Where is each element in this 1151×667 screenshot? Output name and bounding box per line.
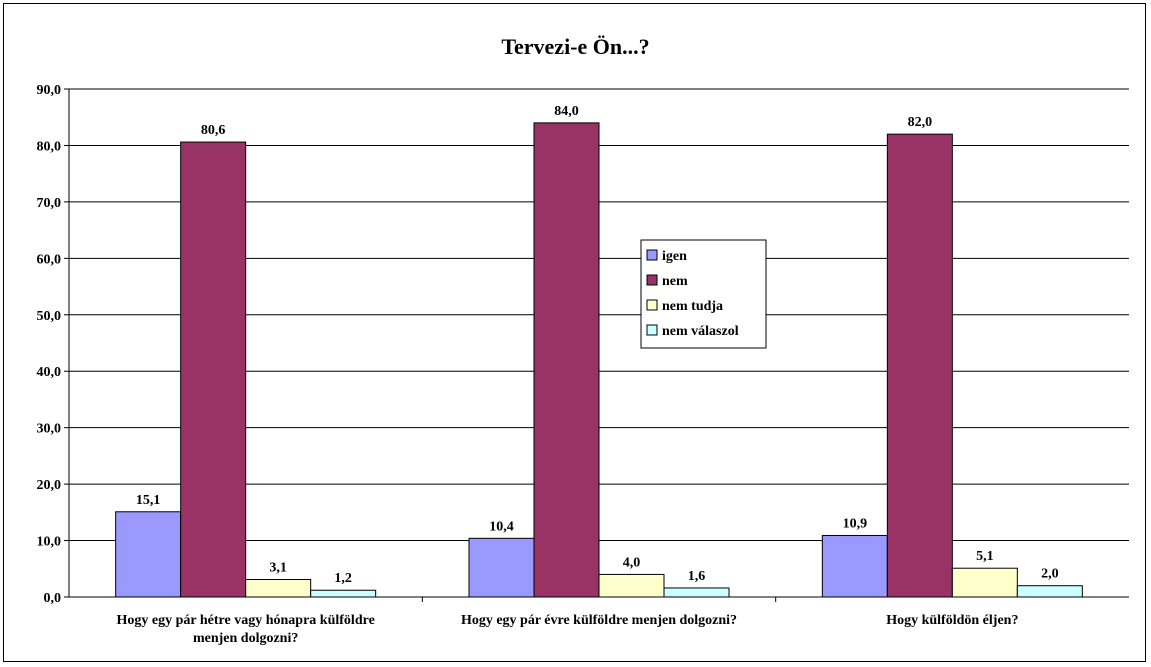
- legend-swatch: [646, 299, 658, 311]
- data-label: 4,0: [623, 555, 641, 570]
- legend-swatch: [646, 249, 658, 261]
- data-label: 84,0: [554, 104, 579, 119]
- data-label: 10,4: [489, 519, 514, 534]
- legend-swatch: [646, 274, 658, 286]
- bar: [180, 141, 247, 598]
- legend-label: nem válaszol: [662, 324, 739, 339]
- bar: [598, 573, 665, 598]
- legend-label: nem: [662, 274, 688, 289]
- data-label: 80,6: [201, 123, 226, 138]
- bar: [245, 579, 312, 598]
- bar: [951, 567, 1018, 598]
- data-label: 1,2: [334, 571, 352, 586]
- category-label: Hogy egy pár évre külföldre menjen dolgo…: [461, 613, 737, 628]
- legend-swatch: [646, 324, 658, 336]
- data-label: 2,0: [1041, 567, 1059, 582]
- data-label: 10,9: [843, 516, 868, 531]
- bar: [886, 133, 953, 598]
- y-tick-label: 0,0: [44, 591, 62, 606]
- y-tick-label: 60,0: [37, 252, 62, 267]
- y-tick-label: 40,0: [37, 365, 62, 380]
- legend-label: nem tudja: [662, 299, 723, 314]
- bar: [821, 534, 888, 598]
- category-label: Hogy külföldön éljen?: [886, 613, 1018, 628]
- bar: [310, 589, 377, 598]
- y-tick-label: 10,0: [37, 535, 62, 550]
- y-tick-label: 50,0: [37, 309, 62, 324]
- bar: [115, 511, 182, 598]
- data-label: 15,1: [136, 493, 161, 508]
- chart-title: Tervezi-e Ön...?: [501, 34, 650, 59]
- category-label: menjen dolgozni?: [193, 631, 298, 646]
- bar: [533, 122, 600, 598]
- bar: [1016, 585, 1083, 598]
- y-tick-label: 20,0: [37, 478, 62, 493]
- data-label: 5,1: [976, 549, 994, 564]
- legend-label: igen: [662, 249, 687, 264]
- data-label: 3,1: [269, 561, 287, 576]
- category-label: Hogy egy pár hétre vagy hónapra külföldr…: [117, 613, 375, 628]
- legend-box: [640, 239, 767, 349]
- bar: [663, 587, 730, 598]
- y-tick-label: 70,0: [37, 196, 62, 211]
- y-tick-label: 30,0: [37, 422, 62, 437]
- data-label: 82,0: [908, 115, 933, 130]
- y-tick-label: 80,0: [37, 139, 62, 154]
- y-tick-label: 90,0: [37, 83, 62, 98]
- bar: [468, 537, 535, 598]
- data-label: 1,6: [688, 569, 706, 584]
